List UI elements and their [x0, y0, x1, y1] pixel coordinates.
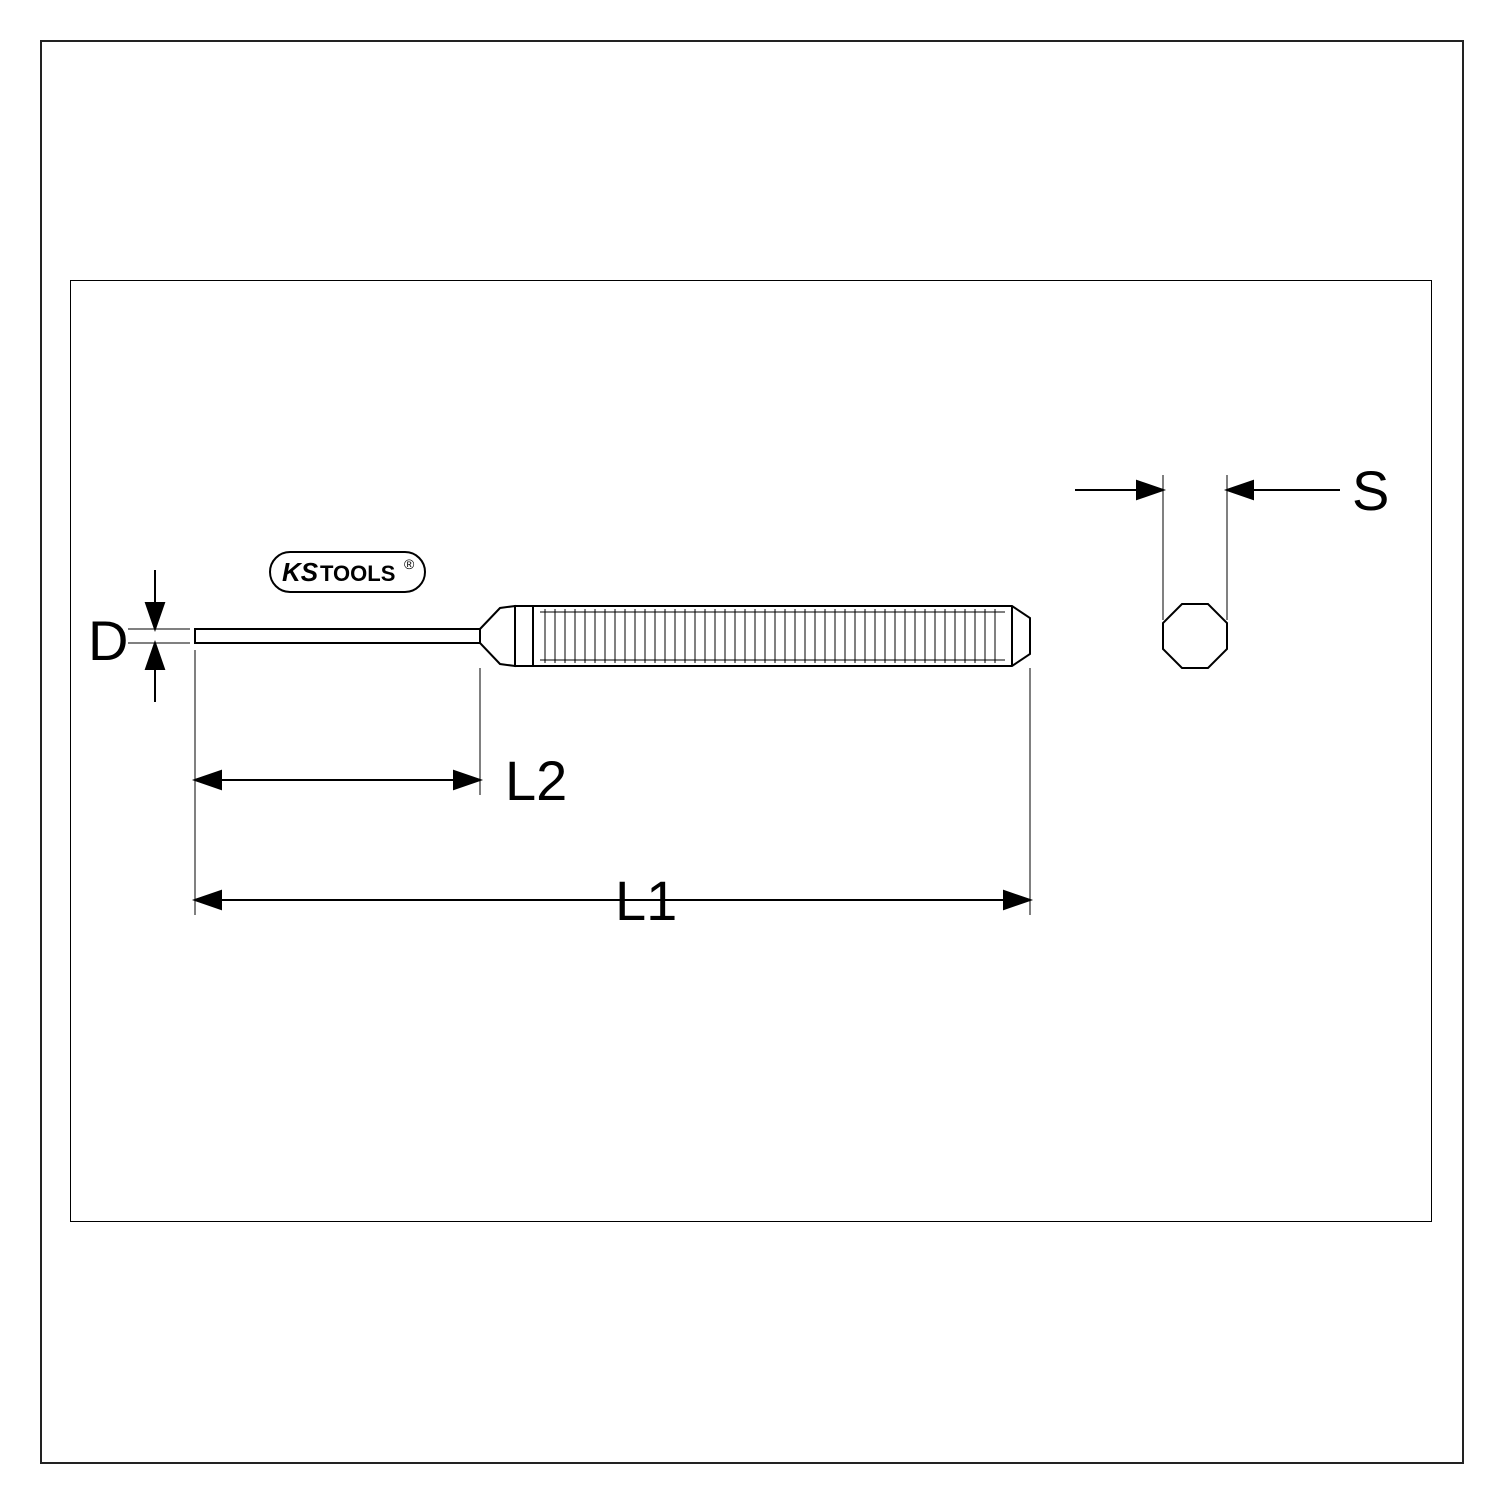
diagram-stage: KS TOOLS ® D L2 L1 S	[0, 0, 1500, 1500]
dimension-d	[128, 570, 190, 702]
brand-text-ks: KS	[282, 557, 319, 587]
label-d: D	[88, 608, 128, 673]
brand-badge: KS TOOLS ®	[270, 552, 425, 592]
dimension-s	[1075, 475, 1340, 620]
dimension-l2	[195, 650, 480, 795]
brand-text-tools: TOOLS	[320, 561, 395, 586]
label-s: S	[1352, 458, 1389, 523]
brand-reg-icon: ®	[404, 556, 415, 572]
label-l2: L2	[505, 748, 567, 813]
label-l1: L1	[615, 868, 677, 933]
diagram-svg: KS TOOLS ®	[0, 0, 1500, 1500]
octagon-icon	[1163, 604, 1227, 668]
dimension-l1	[195, 650, 1030, 915]
tool	[195, 606, 1030, 666]
